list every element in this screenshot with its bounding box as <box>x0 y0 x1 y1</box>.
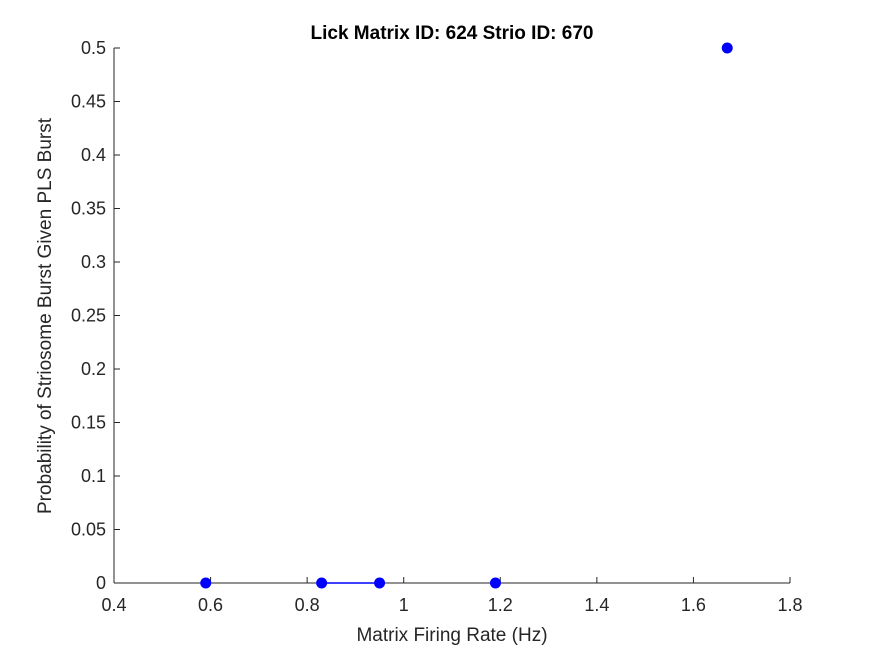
data-point <box>721 42 733 54</box>
y-ticks: 0 0.05 0.1 0.15 0.2 0.25 0.3 0.35 0.4 0.45 0.5 <box>71 38 120 593</box>
data-series <box>200 42 733 589</box>
x-tick-label: 0.6 <box>198 595 223 615</box>
data-point <box>316 577 328 589</box>
y-tick-label: 0.4 <box>81 145 106 165</box>
y-axis-label: Probability of Striosome Burst Given PLS… <box>35 117 56 514</box>
x-tick-label: 0.8 <box>295 595 320 615</box>
y-tick-label: 0.05 <box>71 520 106 540</box>
x-ticks: 0.4 0.6 0.8 1 1.2 1.4 1.6 1.8 <box>101 577 803 615</box>
x-tick-label: 1.8 <box>777 595 802 615</box>
y-tick-label: 0 <box>96 573 106 593</box>
y-tick-label: 0.1 <box>81 466 106 486</box>
y-tick-label: 0.15 <box>71 413 106 433</box>
chart-title: Lick Matrix ID: 624 Strio ID: 670 <box>311 23 594 44</box>
data-point <box>374 577 386 589</box>
x-tick-label: 1.4 <box>584 595 609 615</box>
y-tick-label: 0.5 <box>81 38 106 58</box>
x-tick-label: 0.4 <box>101 595 126 615</box>
data-point <box>489 577 501 589</box>
y-tick-label: 0.45 <box>71 92 106 112</box>
y-tick-label: 0.3 <box>81 252 106 272</box>
x-axis-label: Matrix Firing Rate (Hz) <box>356 625 547 646</box>
y-tick-label: 0.25 <box>71 306 106 326</box>
x-tick-label: 1 <box>399 595 409 615</box>
x-tick-label: 1.6 <box>681 595 706 615</box>
x-tick-label: 1.2 <box>488 595 513 615</box>
data-point <box>200 577 212 589</box>
y-tick-label: 0.2 <box>81 359 106 379</box>
y-tick-label: 0.35 <box>71 199 106 219</box>
